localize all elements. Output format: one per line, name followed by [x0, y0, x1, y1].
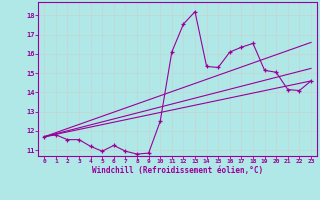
X-axis label: Windchill (Refroidissement éolien,°C): Windchill (Refroidissement éolien,°C) [92, 166, 263, 175]
